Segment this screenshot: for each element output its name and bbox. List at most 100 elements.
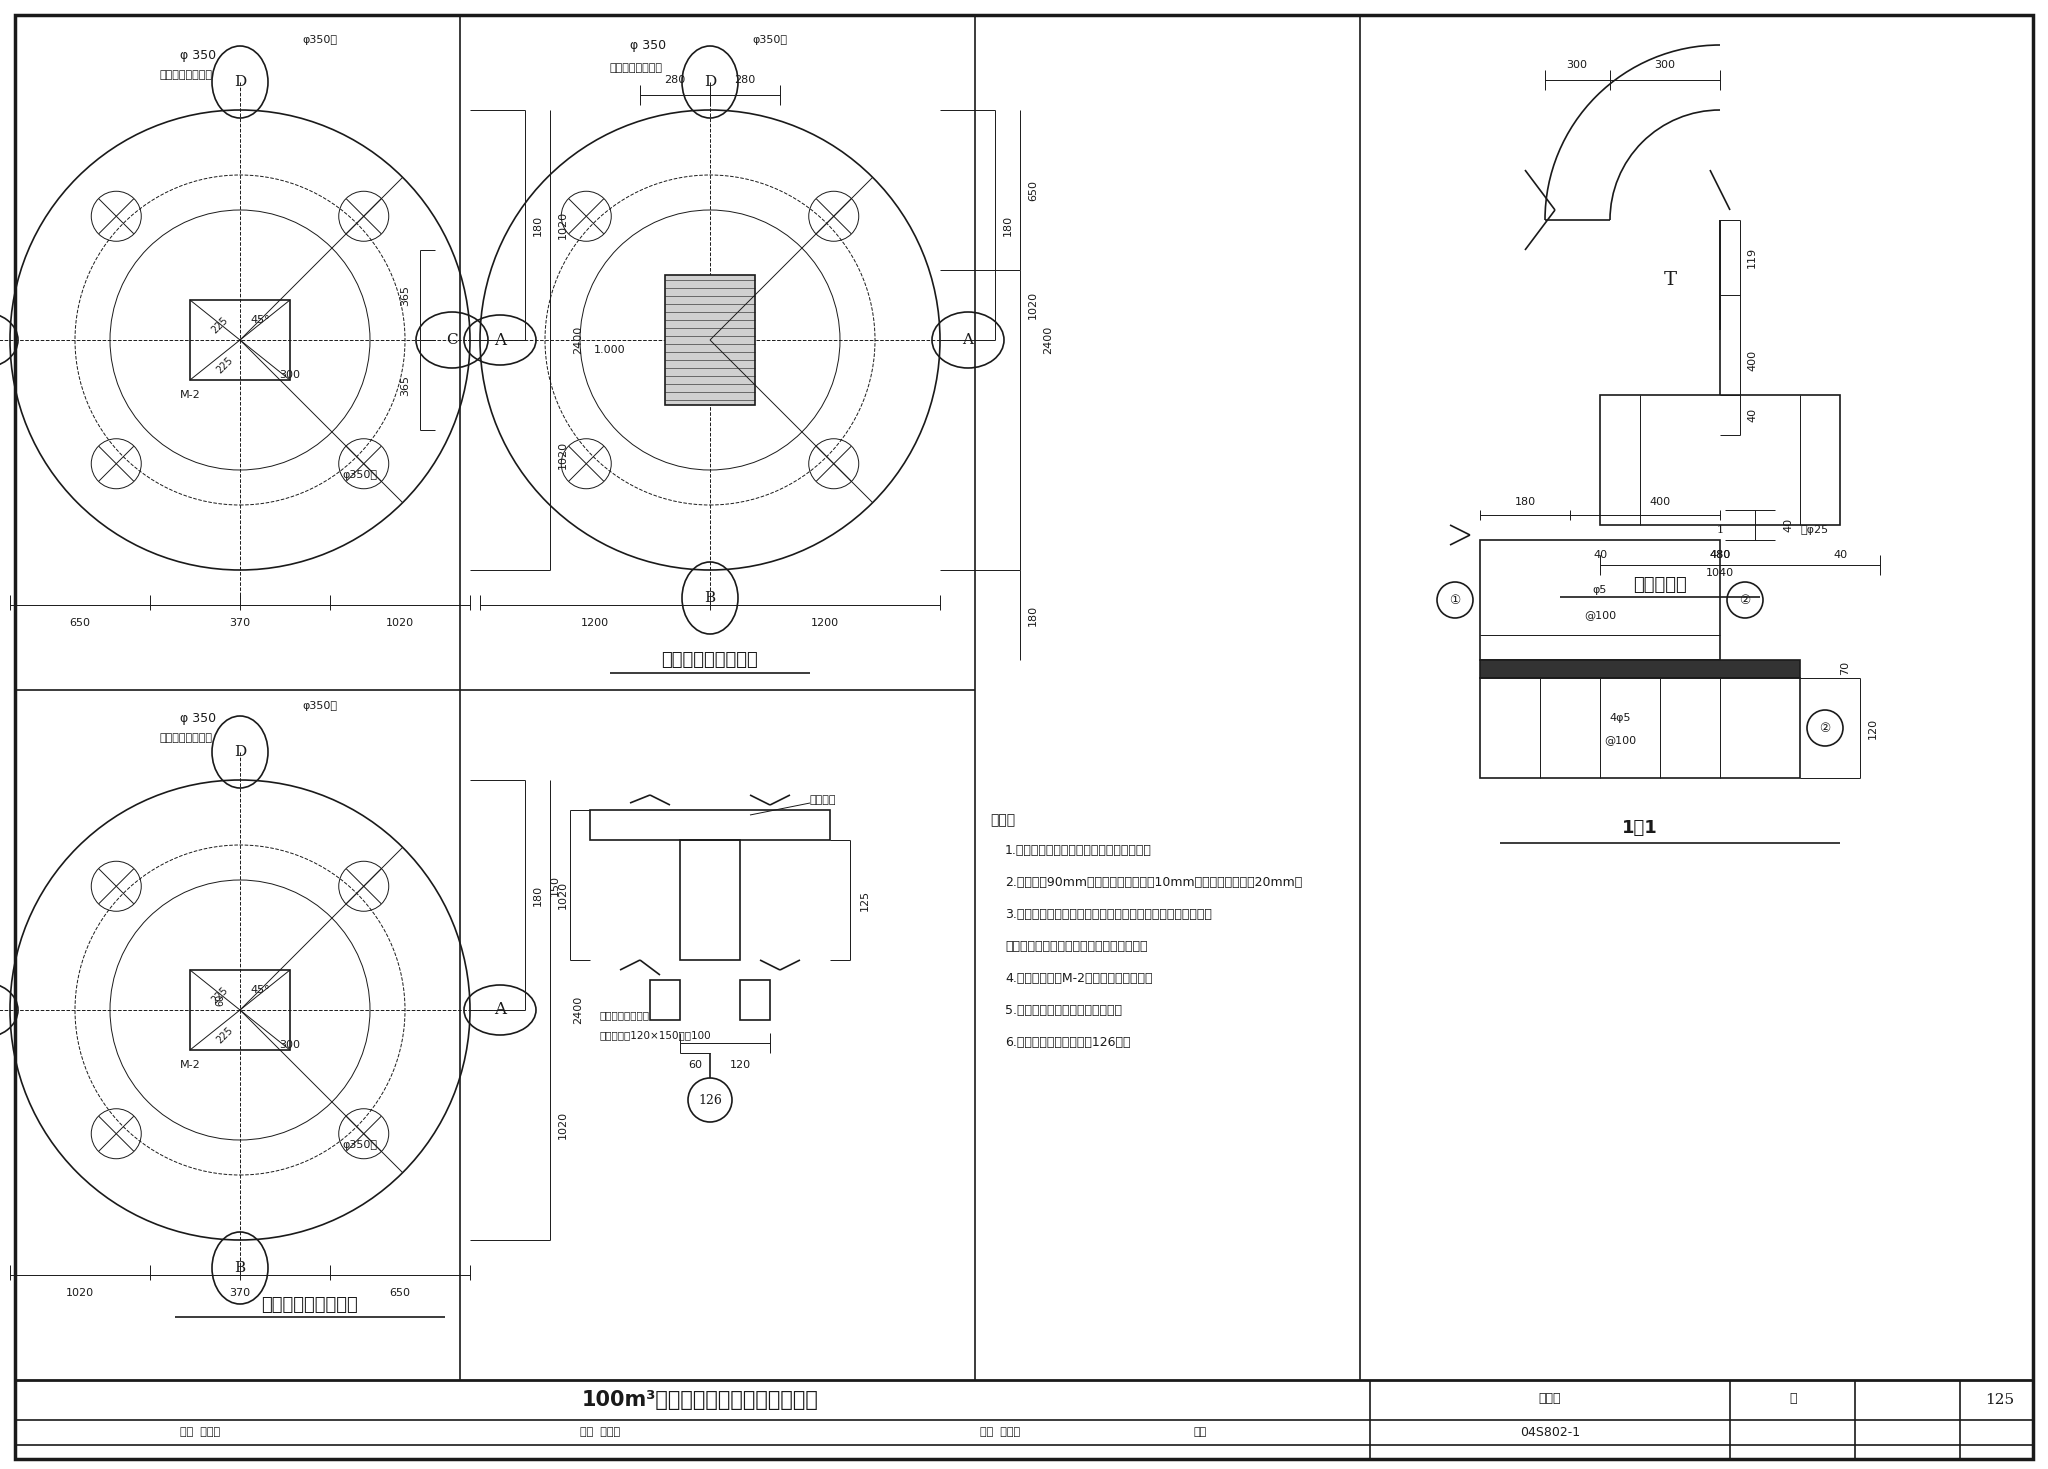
Bar <box>190 300 291 380</box>
Text: 1200: 1200 <box>582 618 608 629</box>
Bar <box>1481 679 1800 779</box>
Text: 40: 40 <box>1833 549 1847 560</box>
Text: 60: 60 <box>688 1061 702 1069</box>
Bar <box>1481 541 1720 660</box>
Text: 280: 280 <box>735 75 756 85</box>
Text: 校对  陈显声: 校对 陈显声 <box>580 1426 621 1437</box>
Text: φ 350: φ 350 <box>631 38 666 51</box>
Text: 3.模板图中休息平台留孔直径根据水筒容量的不同而不。仅当: 3.模板图中休息平台留孔直径根据水筒容量的不同而不。仅当 <box>1006 908 1212 921</box>
Text: 370: 370 <box>229 1288 250 1299</box>
Text: 70: 70 <box>1839 661 1849 676</box>
Text: 休息平台模板图之一: 休息平台模板图之一 <box>262 1296 358 1313</box>
Text: 180: 180 <box>1028 604 1038 626</box>
Text: 365: 365 <box>399 285 410 306</box>
Text: 雨蓬平面图: 雨蓬平面图 <box>1632 576 1688 593</box>
Text: 1.休息平台及雨蓬之立面布置见相应简身。: 1.休息平台及雨蓬之立面布置见相应简身。 <box>1006 843 1151 856</box>
Text: 1.000: 1.000 <box>594 345 627 355</box>
Text: 650: 650 <box>70 618 90 629</box>
Text: φ350孔: φ350孔 <box>342 470 377 480</box>
Text: 说明：: 说明： <box>989 812 1016 827</box>
Text: A: A <box>963 333 973 347</box>
Text: A: A <box>494 332 506 348</box>
Text: M-2: M-2 <box>180 1061 201 1069</box>
Text: 400: 400 <box>1649 497 1671 507</box>
Text: M-2: M-2 <box>180 389 201 400</box>
Text: 支撑混凝土初模面: 支撑混凝土初模面 <box>600 1011 649 1019</box>
Text: 300: 300 <box>279 1040 301 1050</box>
Text: ②: ② <box>1819 721 1831 734</box>
Text: φ350孔: φ350孔 <box>752 35 788 46</box>
Text: 1040: 1040 <box>1706 569 1735 577</box>
Text: 125: 125 <box>1985 1393 2015 1407</box>
Text: 1020: 1020 <box>557 212 567 239</box>
Text: ①: ① <box>1450 593 1460 607</box>
Text: 1020: 1020 <box>66 1288 94 1299</box>
Text: 300: 300 <box>279 370 301 380</box>
Text: 2400: 2400 <box>1042 326 1053 354</box>
Text: 126: 126 <box>698 1093 723 1106</box>
Text: 300: 300 <box>1655 60 1675 71</box>
Text: 180: 180 <box>1513 497 1536 507</box>
Text: 页: 页 <box>1790 1391 1796 1404</box>
Bar <box>649 980 680 1019</box>
Text: 1020: 1020 <box>557 441 567 469</box>
Bar <box>190 970 291 1050</box>
Text: 1020: 1020 <box>557 881 567 909</box>
Text: ②: ② <box>1739 593 1751 607</box>
Text: 40: 40 <box>1784 519 1792 532</box>
Text: 6.雨蓬钙筋表及材料表见126页。: 6.雨蓬钙筋表及材料表见126页。 <box>1006 1036 1130 1049</box>
Bar <box>739 980 770 1019</box>
Text: 45°: 45° <box>250 986 270 995</box>
Text: D: D <box>233 745 246 759</box>
Text: B: B <box>233 1260 246 1275</box>
Bar <box>1481 660 1800 679</box>
Text: 280: 280 <box>664 75 686 85</box>
Text: 图集号: 图集号 <box>1538 1391 1561 1404</box>
Text: 设计  王文涛: 设计 王文涛 <box>979 1426 1020 1437</box>
Text: 119: 119 <box>1747 247 1757 267</box>
Text: 225: 225 <box>209 314 229 335</box>
Text: 1200: 1200 <box>811 618 840 629</box>
Text: 此洞仅属三管方案: 此洞仅属三管方案 <box>160 71 213 79</box>
Text: 采用三管方案时，方在Ｄ、Ｃ处限际留孔。: 采用三管方案时，方在Ｄ、Ｃ处限际留孔。 <box>1006 940 1147 952</box>
Text: 40: 40 <box>1593 549 1608 560</box>
Bar <box>1599 395 1839 524</box>
Text: 120: 120 <box>729 1061 750 1069</box>
Text: 300: 300 <box>1567 60 1587 71</box>
Text: 225: 225 <box>215 1025 236 1044</box>
Text: 平台标席: 平台标席 <box>811 795 836 805</box>
Text: 04S802-1: 04S802-1 <box>1520 1425 1581 1438</box>
Text: 1020: 1020 <box>385 618 414 629</box>
Text: 2.休息平台90mm厚，上部钙筋保护层10mm，下部钙筋保护层20mm。: 2.休息平台90mm厚，上部钙筋保护层10mm，下部钙筋保护层20mm。 <box>1006 876 1303 889</box>
Text: 150: 150 <box>551 874 559 896</box>
Text: 45°: 45° <box>250 314 270 325</box>
Text: 120: 120 <box>1868 717 1878 739</box>
Text: 此洞仅属三管方案: 此洞仅属三管方案 <box>160 733 213 743</box>
Text: 650: 650 <box>1028 179 1038 200</box>
Text: @100: @100 <box>1604 734 1636 745</box>
Text: 1: 1 <box>1716 524 1724 535</box>
Text: 休息平台模板图之二: 休息平台模板图之二 <box>662 651 758 668</box>
Text: 1020: 1020 <box>557 1111 567 1138</box>
Text: 125: 125 <box>860 889 870 911</box>
Text: φ 350: φ 350 <box>180 48 217 62</box>
Text: 40: 40 <box>1747 408 1757 422</box>
Text: φ 350: φ 350 <box>180 711 217 724</box>
Text: 480: 480 <box>1710 549 1731 560</box>
Text: 1020: 1020 <box>1028 291 1038 319</box>
Text: 5.管道安装后，孔用混凝土塡实。: 5.管道安装后，孔用混凝土塡实。 <box>1006 1003 1122 1017</box>
Text: 60: 60 <box>215 995 225 1006</box>
Text: φ350孔: φ350孔 <box>342 1140 377 1150</box>
Text: T: T <box>1663 270 1677 289</box>
Text: 2400: 2400 <box>573 996 584 1024</box>
Text: 审核  归衡石: 审核 归衡石 <box>180 1426 219 1437</box>
Text: 露刷钒筋宽120×150，宽100: 露刷钒筋宽120×150，宽100 <box>600 1030 711 1040</box>
Text: 365: 365 <box>399 375 410 395</box>
Text: 400: 400 <box>1747 350 1757 370</box>
Text: 225: 225 <box>215 355 236 375</box>
Text: 4.休息平台上的M-2仰蓬顶层休息平台。: 4.休息平台上的M-2仰蓬顶层休息平台。 <box>1006 971 1153 984</box>
Text: 100m³水塔休息平台及雨篷图（一）: 100m³水塔休息平台及雨篷图（一） <box>582 1390 819 1410</box>
Text: 收图: 收图 <box>1194 1426 1206 1437</box>
Text: 1－1: 1－1 <box>1622 820 1659 837</box>
Text: φ5: φ5 <box>1593 585 1608 595</box>
